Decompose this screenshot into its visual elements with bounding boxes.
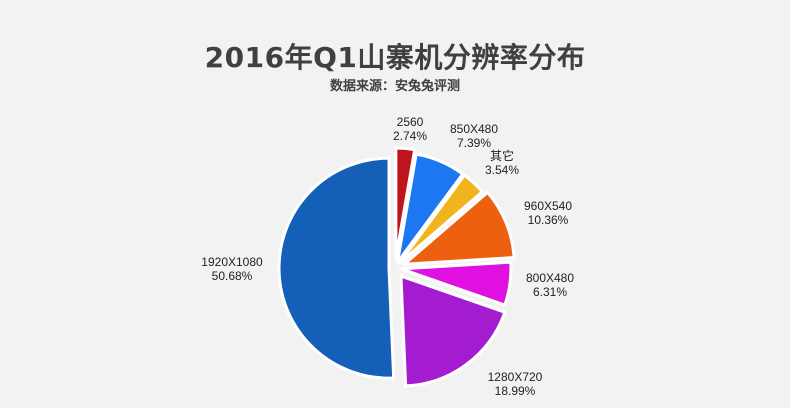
slice-value-2560: 2.74%	[393, 129, 427, 143]
slice-value-960x540: 10.36%	[528, 213, 569, 227]
slice-value-other: 3.54%	[485, 163, 519, 177]
pie-slice-960x540	[402, 190, 516, 266]
pie-slice-1280x720	[399, 274, 507, 388]
slice-label-2560: 2560	[397, 115, 424, 129]
chart-subtitle: 数据来源：安兔兔评测	[329, 79, 460, 94]
slice-value-850x480: 7.39%	[457, 136, 491, 150]
slice-label-960x540: 960X540	[524, 199, 572, 213]
slice-label-other: 其它	[490, 148, 514, 163]
slice-label-850x480: 850X480	[450, 122, 498, 136]
pie-slice-800x480	[399, 260, 513, 307]
pie-slice-other	[397, 173, 484, 266]
slice-label-800x480: 800X480	[526, 271, 574, 285]
chart-title: 2016年Q1山寨机分辨率分布	[204, 41, 586, 74]
pie-slice-1920x1080	[277, 156, 396, 380]
pie-slice-2560	[394, 146, 417, 260]
slice-label-1920x1080: 1920X1080	[201, 255, 263, 269]
slice-label-1280x720: 1280X720	[488, 370, 543, 384]
slice-value-1920x1080: 50.68%	[212, 269, 253, 283]
pie-slice-850x480	[395, 152, 465, 264]
slice-value-1280x720: 18.99%	[495, 384, 536, 398]
slice-value-800x480: 6.31%	[533, 285, 567, 299]
